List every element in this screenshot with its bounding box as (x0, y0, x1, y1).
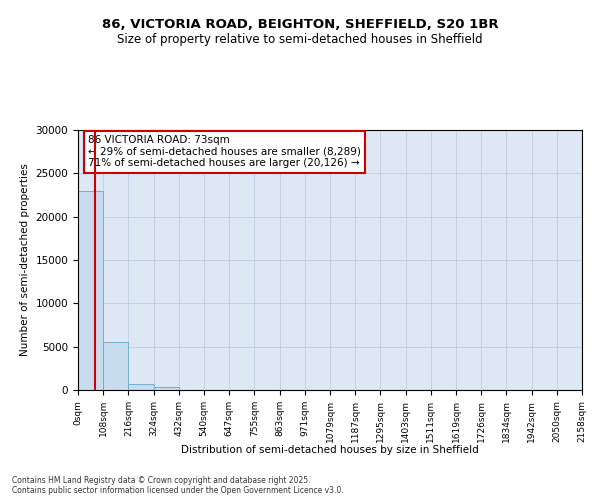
Y-axis label: Number of semi-detached properties: Number of semi-detached properties (20, 164, 30, 356)
Text: 86, VICTORIA ROAD, BEIGHTON, SHEFFIELD, S20 1BR: 86, VICTORIA ROAD, BEIGHTON, SHEFFIELD, … (101, 18, 499, 30)
Text: 86 VICTORIA ROAD: 73sqm
← 29% of semi-detached houses are smaller (8,289)
71% of: 86 VICTORIA ROAD: 73sqm ← 29% of semi-de… (88, 135, 361, 168)
Bar (128, 384, 154, 390)
Text: Contains HM Land Registry data © Crown copyright and database right 2025.
Contai: Contains HM Land Registry data © Crown c… (12, 476, 344, 495)
Bar (154, 388, 179, 390)
Bar (103, 342, 128, 390)
X-axis label: Distribution of semi-detached houses by size in Sheffield: Distribution of semi-detached houses by … (181, 444, 479, 454)
Text: Size of property relative to semi-detached houses in Sheffield: Size of property relative to semi-detach… (117, 32, 483, 46)
Bar (78, 190, 103, 390)
